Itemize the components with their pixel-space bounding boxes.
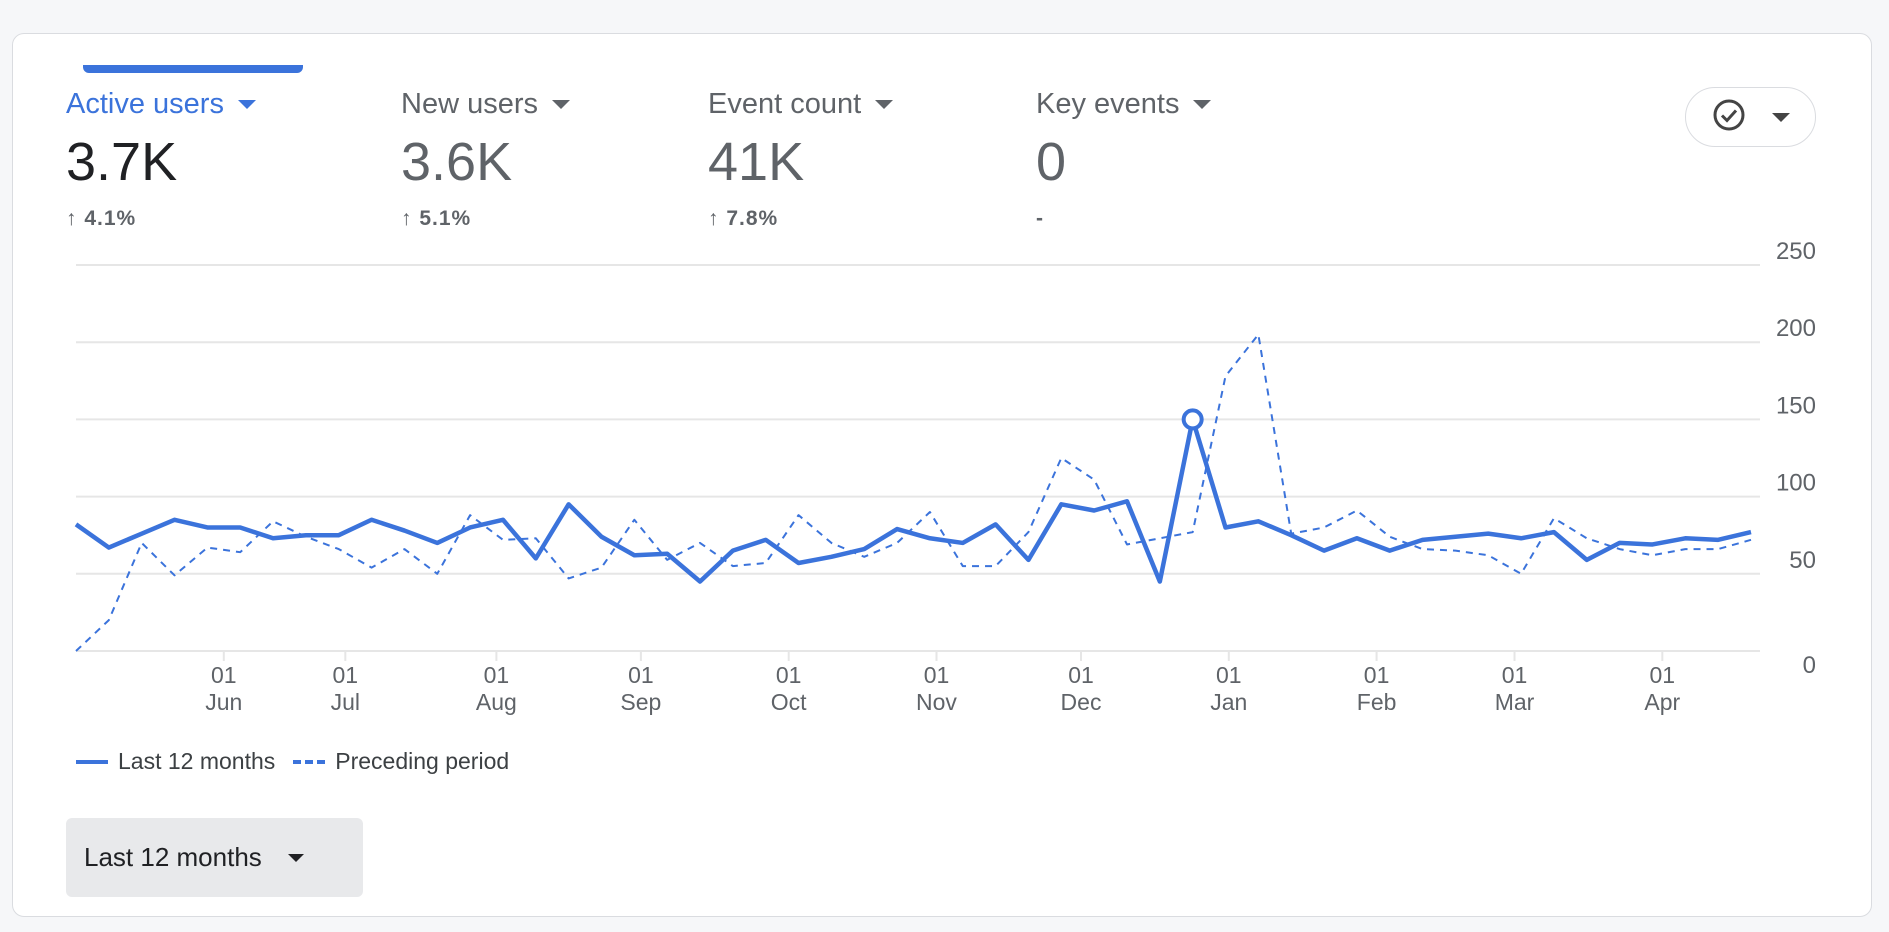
metric-change: ↑ 5.1%: [401, 207, 472, 230]
x-tick-day: 01: [211, 662, 237, 688]
y-tick-label: 150: [1776, 392, 1816, 419]
x-tick-month: Nov: [916, 689, 957, 715]
date-range-label: Last 12 months: [84, 842, 262, 872]
metric-label: Active users: [66, 88, 224, 120]
legend-current: Last 12 months: [118, 748, 276, 774]
metric-key-events[interactable]: Key events 0 -: [1036, 88, 1212, 231]
x-tick-month: Jul: [331, 689, 360, 715]
metric-label: Key events: [1036, 88, 1180, 120]
chevron-down-icon: [1771, 112, 1790, 122]
x-tick-month: Sep: [620, 689, 661, 715]
x-tick-month: Oct: [771, 689, 807, 715]
x-tick-month: Feb: [1357, 689, 1397, 715]
check-circle-icon: [1712, 98, 1746, 137]
chevron-down-icon: [875, 100, 894, 109]
y-tick-label: 50: [1789, 547, 1816, 574]
y-tick-label: 0: [1803, 652, 1816, 679]
metric-active-users[interactable]: Active users 3.7K ↑ 4.1%: [66, 88, 256, 231]
highlighted-data-point: [1181, 408, 1204, 431]
metric-label-dropdown[interactable]: Key events: [1036, 88, 1212, 121]
chart-legend: Last 12 months Preceding period: [76, 748, 509, 775]
metric-value: 3.7K: [66, 132, 178, 192]
y-tick-label: 100: [1776, 470, 1816, 497]
metric-label-dropdown[interactable]: Active users: [66, 88, 256, 121]
selected-tab-indicator: [83, 65, 303, 73]
metric-label: Event count: [708, 88, 862, 120]
metric-value: 3.6K: [401, 132, 513, 192]
x-tick-day: 01: [1650, 662, 1676, 688]
compare-toggle-button[interactable]: [1685, 87, 1816, 147]
metric-label: New users: [401, 88, 538, 120]
series-last-12-months-line: [74, 417, 1752, 584]
legend-previous: Preceding period: [335, 748, 510, 774]
x-tick-day: 01: [484, 662, 510, 688]
metric-change: ↑ 4.1%: [66, 207, 137, 230]
metric-change: ↑ 7.8%: [708, 207, 779, 230]
legend-solid-swatch: [76, 759, 108, 764]
metric-new-users[interactable]: New users 3.6K ↑ 5.1%: [401, 88, 570, 231]
metric-value: 0: [1036, 132, 1067, 192]
x-tick-day: 01: [628, 662, 654, 688]
y-tick-label: 200: [1776, 315, 1816, 342]
x-tick-day: 01: [333, 662, 359, 688]
x-tick-day: 01: [1364, 662, 1390, 688]
metric-label-dropdown[interactable]: Event count: [708, 88, 894, 121]
x-tick-month: Apr: [1644, 689, 1680, 715]
chevron-down-icon: [552, 100, 570, 109]
x-tick-month: Mar: [1495, 689, 1535, 715]
x-tick-month: Jun: [205, 689, 242, 715]
x-tick-day: 01: [924, 662, 950, 688]
y-tick-label: 250: [1776, 238, 1816, 265]
series-preceding-period-line: [75, 333, 1752, 652]
chevron-down-icon: [237, 100, 256, 109]
x-tick-month: Aug: [476, 689, 517, 715]
x-tick-month: Dec: [1061, 689, 1102, 715]
x-tick-month: Jan: [1210, 689, 1247, 715]
x-tick-day: 01: [1502, 662, 1528, 688]
chevron-down-icon: [287, 853, 304, 862]
metric-label-dropdown[interactable]: New users: [401, 88, 570, 121]
x-tick-day: 01: [776, 662, 802, 688]
x-tick-day: 01: [1068, 662, 1094, 688]
metric-change: -: [1036, 207, 1044, 230]
x-tick-day: 01: [1216, 662, 1242, 688]
chevron-down-icon: [1193, 100, 1212, 109]
metric-event-count[interactable]: Event count 41K ↑ 7.8%: [708, 88, 894, 231]
date-range-dropdown[interactable]: Last 12 months: [66, 818, 363, 897]
metric-value: 41K: [708, 132, 805, 192]
active-users-card: [12, 33, 1872, 917]
legend-dashed-swatch: [293, 759, 326, 764]
